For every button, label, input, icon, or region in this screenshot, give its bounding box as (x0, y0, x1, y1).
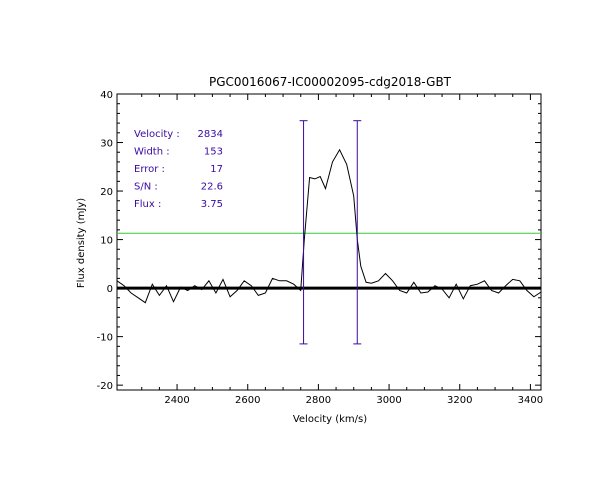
x-tick-label: 3000 (376, 395, 401, 406)
spectrum-line (116, 148, 542, 304)
annotation-label: Width : (134, 147, 170, 158)
fit-annotation: Velocity : 2834 Width : 153 Error : 17 S/N : 22… (134, 129, 223, 210)
y-tick-label: 40 (100, 90, 113, 101)
y-tick-label: 10 (100, 236, 113, 247)
chart-title: PGC0016067-IC00002095-cdg2018-GBT (209, 75, 452, 89)
x-tick-label: 3200 (447, 395, 472, 406)
y-tick-label: 20 (100, 187, 113, 198)
annotation-value: 153 (204, 147, 223, 158)
annotation-value: 22.6 (201, 182, 223, 193)
y-axis-label: Flux density (mJy) (76, 198, 87, 288)
annotation-label: Velocity : (134, 129, 180, 140)
annotation-label: S/N : (134, 182, 158, 193)
annotation-label: Error : (134, 164, 165, 175)
annotation-value: 3.75 (201, 199, 223, 210)
x-tick-label: 2400 (164, 395, 189, 406)
x-axis-label: Velocity (km/s) (293, 414, 367, 425)
x-tick-label: 2800 (306, 395, 331, 406)
annotation-value: 2834 (198, 129, 223, 140)
y-tick-label: 0 (107, 284, 113, 295)
annotation-value: 17 (210, 164, 223, 175)
x-tick-label: 3400 (518, 395, 543, 406)
x-tick-label: 2600 (235, 395, 260, 406)
y-tick-label: -20 (97, 381, 113, 392)
annotation-label: Flux : (134, 199, 161, 210)
plot-frame (116, 93, 542, 391)
plot-area: 2400 2600 2800 3000 3200 3400 -20 -10 0 10 20 30 40 (97, 90, 543, 406)
y-tick-label: -10 (97, 333, 113, 344)
y-tick-label: 30 (100, 139, 113, 150)
